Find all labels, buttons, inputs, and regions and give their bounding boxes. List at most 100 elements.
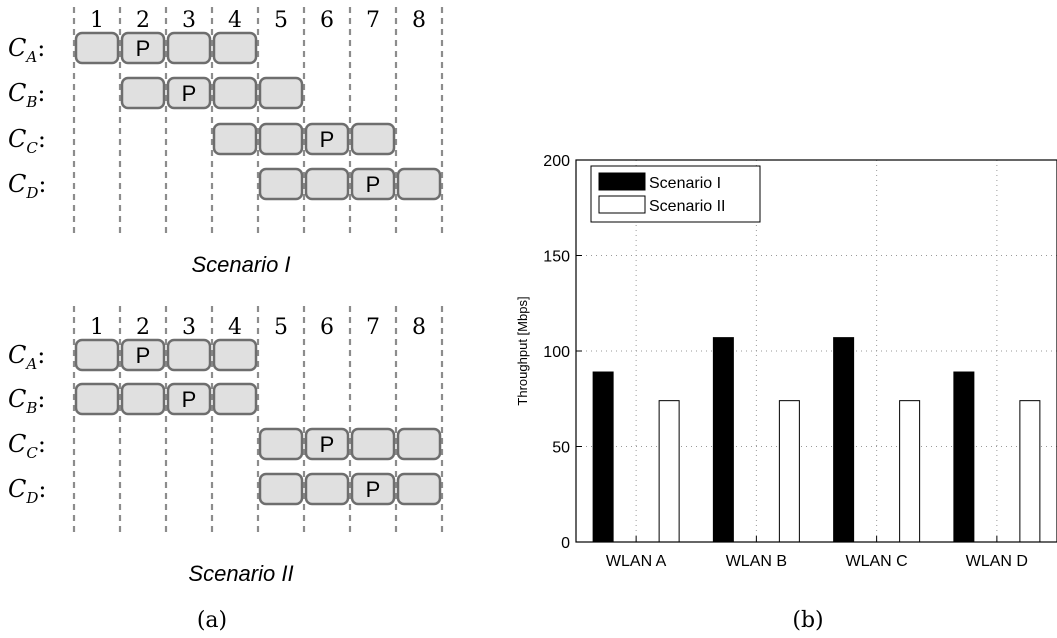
channel-cell bbox=[120, 76, 166, 110]
channel-cell bbox=[212, 338, 258, 372]
legend-label: Scenario II bbox=[649, 198, 725, 215]
bar-scenario-i bbox=[592, 371, 614, 543]
bar-scenario-ii bbox=[899, 400, 921, 543]
channel-cell bbox=[350, 167, 396, 201]
wlan-row-label: CB: bbox=[8, 79, 46, 111]
scenario-title: Scenario II bbox=[188, 561, 293, 586]
channel-cell bbox=[258, 427, 304, 461]
y-tick-label: 150 bbox=[543, 249, 570, 266]
x-tick-label: WLAN C bbox=[846, 553, 908, 570]
y-tick-label: 200 bbox=[543, 153, 570, 170]
wlan-row-label: CD: bbox=[8, 475, 47, 507]
chart-legend: Scenario I Scenario II bbox=[590, 165, 761, 223]
bar-scenario-i bbox=[712, 337, 734, 543]
channel-cell bbox=[166, 31, 212, 65]
bar-scenario-ii bbox=[1019, 400, 1041, 543]
chart-grid bbox=[576, 160, 1057, 542]
channel-cell bbox=[212, 31, 258, 65]
channel-cell bbox=[304, 122, 350, 156]
primary-channel-label: P bbox=[182, 387, 197, 412]
panel-b-caption: (b) bbox=[792, 608, 823, 633]
channel-cell bbox=[120, 31, 166, 65]
x-tick-label: WLAN B bbox=[726, 553, 787, 570]
channel-cell bbox=[396, 167, 442, 201]
y-axis-ticks: 0 50 100 150 200 bbox=[543, 153, 582, 552]
bar-scenario-ii bbox=[658, 400, 680, 543]
y-axis-label: Throughput [Mbps] bbox=[515, 296, 530, 405]
primary-channel-label: P bbox=[366, 477, 381, 502]
primary-channel-label: P bbox=[366, 172, 381, 197]
channel-number: 2 bbox=[136, 315, 150, 340]
chart-bars bbox=[592, 337, 1041, 543]
wlan-row-label: CA: bbox=[8, 341, 45, 373]
scenario-2-diagram: 1 2 3 4 5 6 7 8 CA: P CB: P CC: P CD: P Scenario II bbox=[8, 306, 444, 586]
channel-cell bbox=[304, 167, 350, 201]
primary-channel-label: P bbox=[320, 127, 335, 152]
channel-cell bbox=[120, 338, 166, 372]
channel-number: 7 bbox=[366, 8, 380, 33]
channel-number: 8 bbox=[412, 315, 426, 340]
throughput-chart-panel: 0 50 100 150 200 WLAN A WLAN B WLAN C WLAN D Th… bbox=[515, 153, 1057, 633]
wlan-row-label: CB: bbox=[8, 385, 46, 417]
primary-channel-label: P bbox=[136, 36, 151, 61]
channel-cell bbox=[212, 382, 258, 416]
scenario-title: Scenario I bbox=[191, 252, 290, 277]
channel-cell bbox=[304, 472, 350, 506]
channel-cell bbox=[258, 472, 304, 506]
channel-allocation-panel: 1 2 3 4 5 6 7 8 CA: P CB: P CC: P CD: P Scenario I 1 2 3 4 5… bbox=[8, 7, 444, 633]
channel-cell bbox=[74, 31, 120, 65]
primary-channel-label: P bbox=[136, 343, 151, 368]
channel-number: 3 bbox=[182, 315, 196, 340]
channel-number: 8 bbox=[412, 8, 426, 33]
bar-scenario-i bbox=[833, 337, 855, 543]
bar-scenario-ii bbox=[778, 400, 800, 543]
wlan-row-label: CD: bbox=[8, 170, 47, 202]
channel-cell bbox=[212, 122, 258, 156]
channel-cell bbox=[166, 382, 212, 416]
wlan-row-label: CC: bbox=[8, 125, 46, 157]
channel-cell bbox=[258, 167, 304, 201]
x-tick-label: WLAN D bbox=[966, 553, 1028, 570]
x-axis-ticks: WLAN A WLAN B WLAN C WLAN D bbox=[606, 536, 1028, 570]
channel-number: 6 bbox=[320, 8, 334, 33]
channel-cell bbox=[304, 427, 350, 461]
scenario-1-diagram: 1 2 3 4 5 6 7 8 CA: P CB: P CC: P CD: P Scenario I bbox=[8, 7, 444, 277]
y-tick-label: 50 bbox=[552, 440, 570, 457]
channel-number: 1 bbox=[90, 8, 104, 33]
legend-swatch bbox=[598, 195, 646, 214]
channel-cell bbox=[258, 76, 304, 110]
legend-swatch bbox=[598, 172, 646, 191]
channel-cell bbox=[350, 472, 396, 506]
wlan-row-label: CC: bbox=[8, 430, 46, 462]
channel-number: 5 bbox=[274, 315, 288, 340]
channel-cell bbox=[396, 472, 442, 506]
channel-number: 4 bbox=[228, 315, 242, 340]
channel-cell bbox=[166, 76, 212, 110]
channel-cell bbox=[396, 427, 442, 461]
channel-number: 5 bbox=[274, 8, 288, 33]
wlan-row-label: CA: bbox=[8, 34, 45, 66]
channel-number: 3 bbox=[182, 8, 196, 33]
channel-cell bbox=[74, 338, 120, 372]
channel-number: 4 bbox=[228, 8, 242, 33]
legend-label: Scenario I bbox=[649, 175, 721, 192]
channel-cell bbox=[212, 76, 258, 110]
channel-number: 2 bbox=[136, 8, 150, 33]
panel-a-caption: (a) bbox=[197, 608, 227, 633]
channel-cell bbox=[350, 122, 396, 156]
channel-cell bbox=[166, 338, 212, 372]
channel-cell bbox=[74, 382, 120, 416]
channel-number: 1 bbox=[90, 315, 104, 340]
y-tick-label: 100 bbox=[543, 344, 570, 361]
channel-number: 7 bbox=[366, 315, 380, 340]
x-tick-label: WLAN A bbox=[606, 553, 667, 570]
channel-cell bbox=[120, 382, 166, 416]
channel-cell bbox=[350, 427, 396, 461]
bar-scenario-i bbox=[953, 371, 975, 543]
channel-cell bbox=[258, 122, 304, 156]
channel-number: 6 bbox=[320, 315, 334, 340]
y-tick-label: 0 bbox=[561, 535, 570, 552]
primary-channel-label: P bbox=[320, 432, 335, 457]
primary-channel-label: P bbox=[182, 81, 197, 106]
